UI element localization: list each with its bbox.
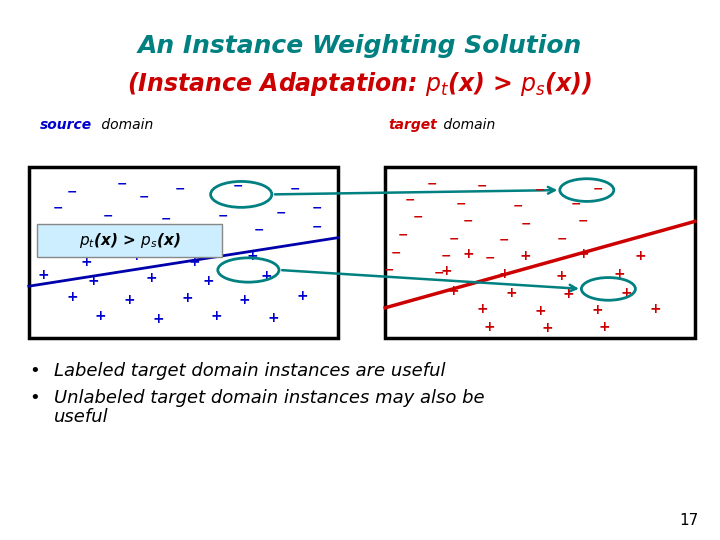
Text: −: − [434,267,444,280]
Text: +: + [153,312,164,326]
Text: −: − [521,218,531,231]
Text: +: + [563,287,575,301]
Text: +: + [534,304,546,318]
Text: +: + [613,267,625,281]
Text: +: + [448,284,459,298]
Text: +: + [477,302,488,316]
Text: −: − [384,264,394,276]
Text: +: + [621,286,632,300]
Text: +: + [181,291,193,305]
Text: +: + [484,320,495,334]
Text: −: − [398,228,408,241]
Text: −: − [477,180,487,193]
Text: −: − [53,201,63,214]
Text: −: − [593,183,603,195]
Text: +: + [203,274,215,288]
Text: An Instance Weighting Solution: An Instance Weighting Solution [138,34,582,58]
Text: −: − [449,232,459,245]
Text: +: + [462,247,474,261]
Text: −: − [117,177,127,190]
Text: $p_t$(x) > $p_s$(x): $p_t$(x) > $p_s$(x) [78,231,181,249]
Text: +: + [81,255,92,269]
Text: +: + [649,302,661,316]
Text: Unlabeled target domain instances may also be: Unlabeled target domain instances may al… [54,389,485,407]
Text: Labeled target domain instances are useful: Labeled target domain instances are usef… [54,362,446,380]
Text: −: − [456,198,466,211]
Text: −: − [276,207,286,220]
Text: −: − [463,215,473,228]
Text: −: − [103,210,113,222]
Text: −: − [535,184,545,197]
Text: domain: domain [97,118,153,132]
Text: −: − [161,212,171,225]
Text: −: − [427,177,437,190]
Text: +: + [297,289,308,303]
Bar [29,167,338,338]
Text: +: + [66,290,78,304]
Text: +: + [498,267,510,281]
Bar [385,167,695,338]
Text: −: − [405,193,415,206]
Text: −: − [254,223,264,236]
Text: +: + [239,293,251,307]
Text: (Instance Adaptation: $p_t$(x) > $p_s$(x)): (Instance Adaptation: $p_t$(x) > $p_s$(x… [127,70,593,98]
Text: −: − [312,201,322,214]
Text: +: + [37,247,49,261]
Text: −: − [571,198,581,211]
Text: −: − [499,234,509,247]
Text: +: + [441,264,452,278]
Text: −: − [218,210,228,222]
Text: −: − [175,183,185,195]
Text: 17: 17 [679,513,698,528]
Text: −: − [139,191,149,204]
Text: +: + [88,274,99,288]
Text: +: + [131,249,143,264]
Text: source: source [40,118,91,132]
Text: •: • [29,362,40,380]
Text: −: − [413,211,423,224]
Text: useful: useful [54,408,109,426]
Text: −: − [139,226,149,239]
Text: +: + [577,247,589,261]
Text: target: target [389,118,438,132]
Text: +: + [189,255,200,269]
Text: −: − [312,220,322,233]
Text: •: • [29,389,40,407]
Text: −: − [441,250,451,263]
Text: −: − [578,215,588,228]
Text: +: + [268,310,279,325]
Text: −: − [290,183,300,195]
Text: +: + [37,268,49,282]
Text: +: + [95,309,107,323]
Text: +: + [261,269,272,284]
Text: +: + [520,249,531,264]
Text: +: + [246,249,258,264]
Text: +: + [505,286,517,300]
Text: +: + [210,309,222,323]
Text: −: − [557,232,567,245]
Text: −: − [67,185,77,198]
Text: domain: domain [439,118,495,132]
Text: +: + [145,271,157,285]
Text: +: + [541,321,553,335]
Text: −: − [81,223,91,236]
Text: −: − [197,228,207,241]
Text: +: + [592,303,603,318]
Text: −: − [391,246,401,259]
Text: +: + [599,320,611,334]
Text: +: + [124,293,135,307]
Text: −: − [485,252,495,265]
FancyBboxPatch shape [37,224,222,256]
Text: +: + [556,269,567,284]
Text: −: − [233,180,243,193]
Text: −: − [513,200,523,213]
Text: +: + [635,249,647,264]
